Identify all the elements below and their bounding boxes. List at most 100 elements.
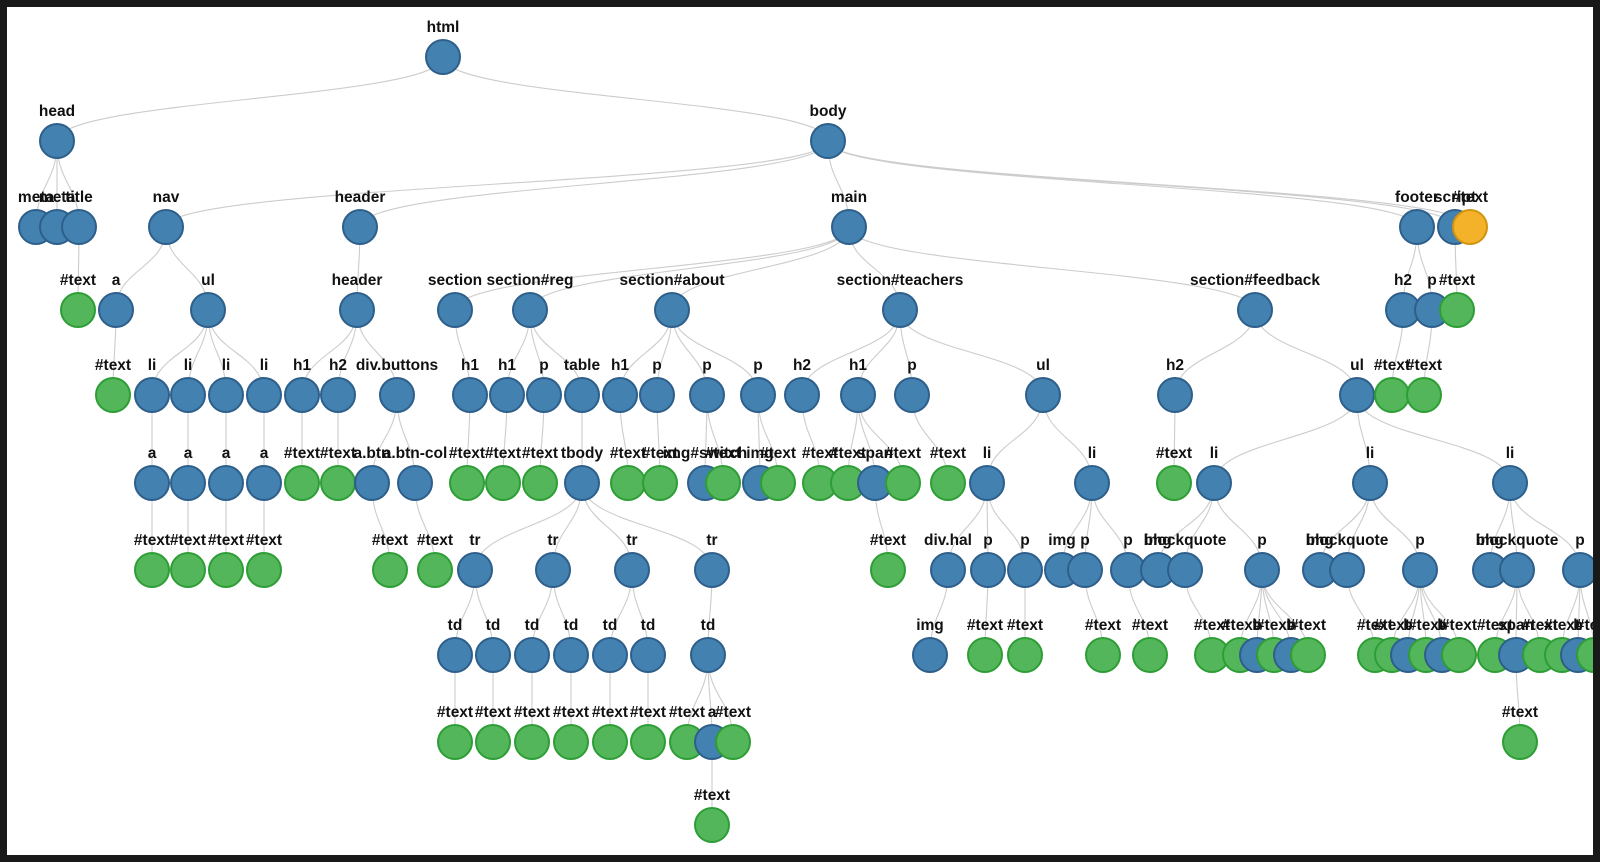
node-#text-87[interactable]	[870, 552, 906, 588]
element-node-circle[interactable]	[930, 552, 966, 588]
node-#text-136[interactable]	[553, 724, 589, 760]
node-p-99[interactable]	[1402, 552, 1438, 588]
node-section#about-18[interactable]	[654, 292, 690, 328]
node-#text-60[interactable]	[610, 465, 646, 501]
element-node-circle[interactable]	[246, 377, 282, 413]
node-li-27[interactable]	[208, 377, 244, 413]
node-table-35[interactable]	[564, 377, 600, 413]
text-node-circle[interactable]	[1007, 637, 1043, 673]
node-p-39[interactable]	[740, 377, 776, 413]
node-#text-24[interactable]	[95, 377, 131, 413]
node-p-89[interactable]	[970, 552, 1006, 588]
node-p-90[interactable]	[1007, 552, 1043, 588]
element-node-circle[interactable]	[208, 377, 244, 413]
element-node-circle[interactable]	[526, 377, 562, 413]
element-node-circle[interactable]	[840, 377, 876, 413]
text-node-circle[interactable]	[760, 465, 796, 501]
text-node-circle[interactable]	[1132, 637, 1168, 673]
text-node-circle[interactable]	[170, 552, 206, 588]
node-h1-29[interactable]	[284, 377, 320, 413]
node-#text-79[interactable]	[208, 552, 244, 588]
text-node-circle[interactable]	[1374, 377, 1410, 413]
node-#text-47[interactable]	[1406, 377, 1442, 413]
element-node-circle[interactable]	[1167, 552, 1203, 588]
text-node-circle[interactable]	[553, 724, 589, 760]
node-p-34[interactable]	[526, 377, 562, 413]
node-#text-143[interactable]	[694, 807, 730, 843]
node-a.btn-col-55[interactable]	[397, 465, 433, 501]
node-#text-61[interactable]	[642, 465, 678, 501]
element-node-circle[interactable]	[894, 377, 930, 413]
text-node-circle[interactable]	[592, 724, 628, 760]
node-h2-30[interactable]	[320, 377, 356, 413]
node-footer-9[interactable]	[1399, 209, 1435, 245]
element-node-circle[interactable]	[592, 637, 628, 673]
node-nav-6[interactable]	[148, 209, 184, 245]
text-node-circle[interactable]	[610, 465, 646, 501]
element-node-circle[interactable]	[437, 292, 473, 328]
node-head-1[interactable]	[39, 123, 75, 159]
node-blockquote-98[interactable]	[1329, 552, 1365, 588]
element-node-circle[interactable]	[379, 377, 415, 413]
node-tr-85[interactable]	[614, 552, 650, 588]
text-node-circle[interactable]	[485, 465, 521, 501]
element-node-circle[interactable]	[489, 377, 525, 413]
text-node-circle[interactable]	[1406, 377, 1442, 413]
text-node-circle[interactable]	[1290, 637, 1326, 673]
text-node-circle[interactable]	[522, 465, 558, 501]
text-node-circle[interactable]	[449, 465, 485, 501]
text-node-circle[interactable]	[60, 292, 96, 328]
node-p-102[interactable]	[1562, 552, 1598, 588]
element-node-circle[interactable]	[148, 209, 184, 245]
node-a-51[interactable]	[246, 465, 282, 501]
text-node-circle[interactable]	[967, 637, 1003, 673]
node-#text-23[interactable]	[1439, 292, 1475, 328]
text-node-circle[interactable]	[1085, 637, 1121, 673]
element-node-circle[interactable]	[1352, 465, 1388, 501]
node-#text-133[interactable]	[437, 724, 473, 760]
element-node-circle[interactable]	[452, 377, 488, 413]
node-td-109[interactable]	[690, 637, 726, 673]
element-node-circle[interactable]	[475, 637, 511, 673]
node-a-49[interactable]	[170, 465, 206, 501]
element-node-circle[interactable]	[339, 292, 375, 328]
node-#text-111[interactable]	[967, 637, 1003, 673]
node-li-76[interactable]	[1492, 465, 1528, 501]
text-node-circle[interactable]	[372, 552, 408, 588]
text-node-circle[interactable]	[870, 552, 906, 588]
text-node-circle[interactable]	[475, 724, 511, 760]
element-node-circle[interactable]	[1196, 465, 1232, 501]
element-node-circle[interactable]	[61, 209, 97, 245]
element-node-circle[interactable]	[553, 637, 589, 673]
element-node-circle[interactable]	[1329, 552, 1365, 588]
element-node-circle[interactable]	[602, 377, 638, 413]
text-node-circle[interactable]	[246, 552, 282, 588]
node-li-75[interactable]	[1352, 465, 1388, 501]
node-blockquote-101[interactable]	[1499, 552, 1535, 588]
node-#text-57[interactable]	[485, 465, 521, 501]
element-node-circle[interactable]	[1492, 465, 1528, 501]
node-section#reg-17[interactable]	[512, 292, 548, 328]
element-node-circle[interactable]	[969, 465, 1005, 501]
node-#text-12[interactable]	[60, 292, 96, 328]
element-node-circle[interactable]	[694, 552, 730, 588]
node-#text-112[interactable]	[1007, 637, 1043, 673]
node-tr-86[interactable]	[694, 552, 730, 588]
text-node-circle[interactable]	[208, 552, 244, 588]
text-node-circle[interactable]	[1439, 292, 1475, 328]
node-html-0[interactable]	[425, 39, 461, 75]
element-node-circle[interactable]	[882, 292, 918, 328]
element-node-circle[interactable]	[1237, 292, 1273, 328]
node-#text-58[interactable]	[522, 465, 558, 501]
node-div.buttons-31[interactable]	[379, 377, 415, 413]
element-node-circle[interactable]	[134, 377, 170, 413]
node-#text-78[interactable]	[170, 552, 206, 588]
text-node-circle[interactable]	[95, 377, 131, 413]
element-node-circle[interactable]	[564, 465, 600, 501]
node-li-28[interactable]	[246, 377, 282, 413]
text-node-circle[interactable]	[1441, 637, 1477, 673]
element-node-circle[interactable]	[457, 552, 493, 588]
element-node-circle[interactable]	[39, 123, 75, 159]
node-a.btn-54[interactable]	[354, 465, 390, 501]
node-h1-41[interactable]	[840, 377, 876, 413]
